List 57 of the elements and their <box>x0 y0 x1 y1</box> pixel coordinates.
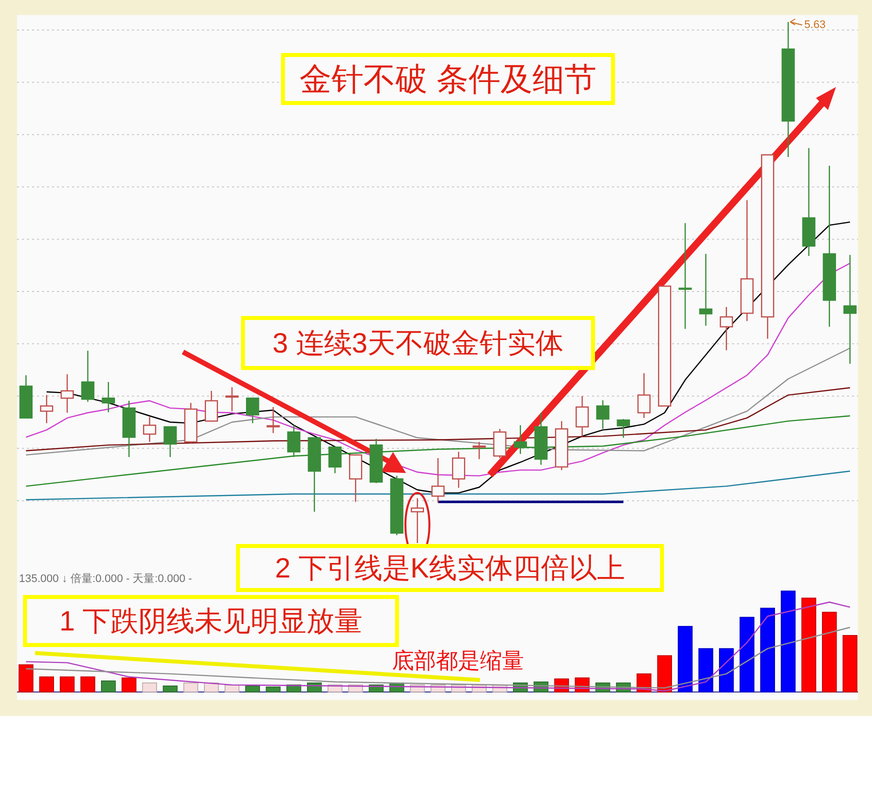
bar <box>18 664 34 692</box>
candlestick <box>699 253 712 326</box>
bar <box>162 686 178 692</box>
bar <box>204 682 219 692</box>
candlestick <box>349 454 362 502</box>
annotation: 3 连续3天不破金针实体 <box>272 328 564 358</box>
bar <box>142 682 157 692</box>
candlestick <box>164 426 177 458</box>
candlestick <box>637 372 651 419</box>
text: 金针不破 条件及细节 <box>300 61 596 97</box>
candlestick <box>204 390 218 422</box>
bar <box>842 635 858 692</box>
annotation: 底部都是缩量 <box>392 648 524 673</box>
candlestick <box>576 395 589 437</box>
candlestick <box>246 398 260 424</box>
bar <box>822 612 837 692</box>
bar <box>60 676 75 692</box>
candlestick <box>328 446 342 474</box>
candlestick <box>472 441 486 460</box>
candlestick <box>720 306 733 351</box>
bar <box>266 686 281 692</box>
bar <box>122 677 136 692</box>
candlestick <box>102 381 115 413</box>
bar <box>740 616 754 692</box>
bar <box>780 590 796 692</box>
candlestick <box>143 416 156 443</box>
candlestick <box>493 428 506 459</box>
bar <box>719 648 734 692</box>
text: 2 下引线是K线实体四倍以上 <box>274 552 626 584</box>
candlestick <box>40 394 54 424</box>
candlestick <box>225 386 239 412</box>
bar <box>39 676 54 692</box>
bar <box>183 682 198 692</box>
bar <box>224 684 240 692</box>
bar <box>801 598 816 692</box>
bar <box>101 680 116 692</box>
candlestick <box>452 451 466 488</box>
bar <box>678 626 693 692</box>
candlestick <box>410 498 424 544</box>
annotation: 1 下跌阴线未见明显放量 <box>59 606 363 636</box>
candlestick <box>596 400 610 430</box>
annotation: 5.63 <box>804 19 826 31</box>
candlestick <box>431 457 445 504</box>
candlestick <box>514 424 527 455</box>
candlestick <box>60 374 74 414</box>
candlestick <box>266 406 280 434</box>
bar <box>760 608 775 692</box>
bar <box>657 655 672 692</box>
chart-subtitle: 135.000 ↓ 倍量:0.000 - 天量:0.000 - <box>19 572 192 585</box>
candlestick <box>616 418 630 438</box>
candlestick <box>843 254 857 364</box>
bar <box>245 686 260 692</box>
bar <box>698 648 714 692</box>
candlestick <box>287 424 300 458</box>
bar <box>80 676 96 692</box>
candlestick <box>678 222 692 330</box>
candlestick <box>81 350 94 402</box>
